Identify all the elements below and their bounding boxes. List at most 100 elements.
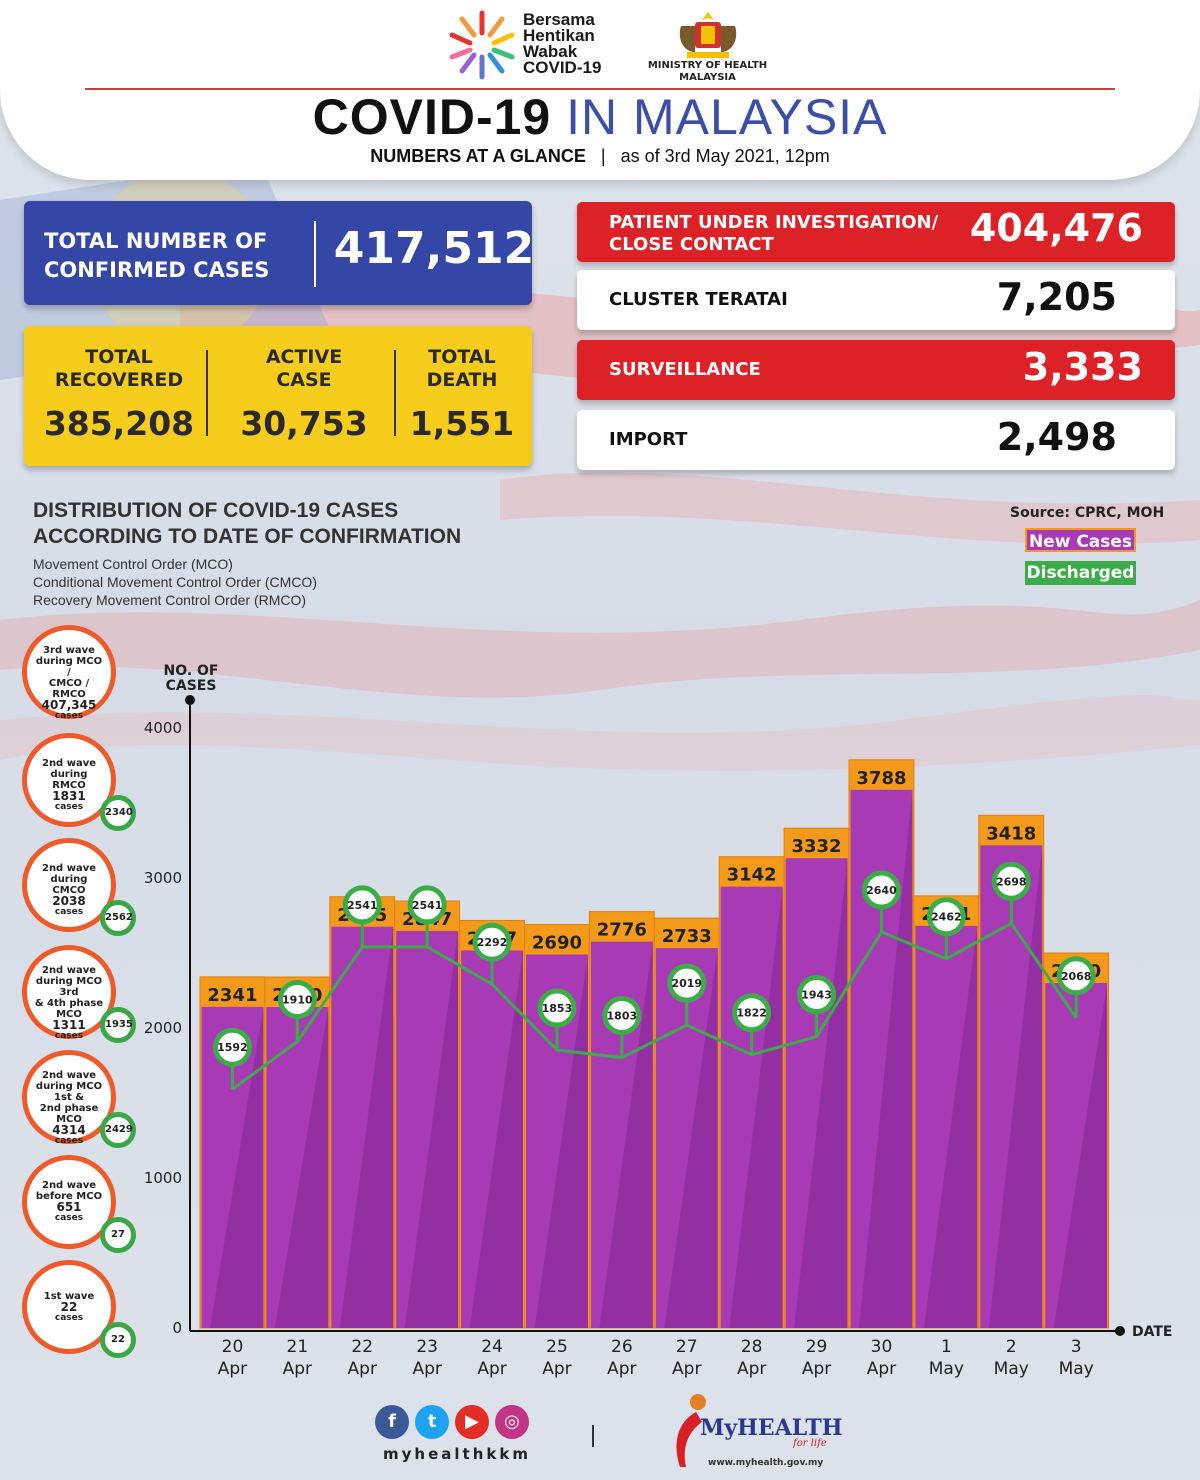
surveillance-label: SURVEILLANCE [609, 359, 761, 380]
myhealth-figure-icon [676, 1394, 706, 1467]
x-tick-day: 22 [351, 1337, 373, 1357]
discharged-point [797, 975, 837, 1015]
social-handle[interactable]: myhealthkkm [383, 1445, 531, 1463]
wave-unit: cases [54, 802, 84, 812]
campaign-logo-icon [449, 10, 515, 80]
bar-shade [729, 886, 783, 1328]
wave-discharged-badge: 2340 [100, 795, 136, 831]
x-tick-month: Apr [283, 1359, 312, 1379]
page-title: COVID-19 IN MALAYSIA [0, 88, 1200, 146]
recovered-value: 385,208 [43, 404, 195, 443]
x-tick-day: 3 [1071, 1337, 1082, 1357]
instagram-icon[interactable]: ◎ [495, 1405, 529, 1439]
y-tick-label: 2000 [144, 1019, 182, 1037]
wave-count: 651 [56, 1200, 82, 1214]
x-tick-month: May [929, 1359, 964, 1379]
card-divider [206, 350, 208, 436]
x-tick-day: 2 [1006, 1337, 1017, 1357]
discharged-point [732, 993, 772, 1033]
bar-shade [1053, 983, 1108, 1328]
pui-card: PATIENT UNDER INVESTIGATION/ CLOSE CONTA… [577, 202, 1175, 262]
subtitle-date: as of 3rd May 2021, 12pm [620, 146, 830, 166]
wave-label: 2nd wave [41, 1180, 96, 1191]
discharged-value-label: 2541 [347, 899, 378, 912]
myhealth-url[interactable]: www.myhealth.gov.my [708, 1458, 824, 1468]
subtitle-bold: NUMBERS AT A GLANCE [370, 146, 586, 166]
wave-label: during CMCO [50, 874, 88, 896]
discharged-value-label: 2640 [866, 884, 897, 897]
bar-shade [794, 858, 848, 1328]
death-value: 1,551 [409, 404, 515, 443]
discharged-value-label: 1803 [607, 1010, 638, 1023]
bar-value-label: 3788 [856, 768, 906, 789]
import-card: IMPORT 2,498 [577, 410, 1175, 470]
x-tick-day: 21 [287, 1337, 309, 1357]
x-tick-day: 25 [546, 1337, 568, 1357]
wave-label: during MCO 3rd [35, 976, 103, 998]
discharged-point [277, 980, 317, 1019]
wave-label: during RMCO [50, 769, 88, 791]
confirmed-label: TOTAL NUMBER OF CONFIRMED CASES [44, 229, 270, 282]
bar-shade [339, 926, 394, 1328]
active-value: 30,753 [240, 404, 368, 443]
pui-label: PATIENT UNDER INVESTIGATION/ CLOSE CONTA… [609, 212, 939, 255]
youtube-icon[interactable]: ▶ [455, 1405, 489, 1439]
wave-unit: cases [54, 1136, 84, 1146]
x-tick-month: Apr [672, 1359, 701, 1379]
title-dark: COVID-19 [312, 89, 552, 145]
wave-label: & 4th phase MCO [34, 998, 104, 1020]
x-tick-day: 26 [611, 1337, 633, 1357]
wave-label: 2nd wave [41, 863, 96, 874]
x-tick-month: Apr [477, 1359, 506, 1379]
wave-label: 3rd wave [43, 645, 95, 656]
bar-shade [923, 925, 978, 1328]
discharged-value-label: 1592 [217, 1041, 248, 1054]
cluster-value: 7,205 [996, 275, 1117, 319]
discharged-value-label: 2068 [1061, 970, 1092, 983]
wave-label: 2nd wave [41, 1070, 96, 1081]
bar-shade [599, 941, 653, 1328]
x-tick-month: Apr [218, 1359, 247, 1379]
wave-label: 2nd wave [41, 965, 96, 976]
x-tick-month: Apr [607, 1359, 636, 1379]
x-tick-day: 27 [676, 1337, 698, 1357]
x-tick-day: 1 [941, 1337, 952, 1357]
campaign-text: Bersama Hentikan Wabak COVID-19 [523, 10, 602, 77]
bar-value-label: 2733 [662, 926, 712, 947]
discharged-value-label: 2019 [671, 977, 702, 990]
wave-label: CMCO / RMCO [48, 678, 90, 700]
wave-count: 4314 [52, 1123, 86, 1137]
active-stat: ACTIVE CASE 30,753 [214, 346, 394, 443]
x-tick-month: Apr [412, 1359, 441, 1379]
wave-unit: cases [54, 1213, 84, 1223]
discharged-point [537, 988, 577, 1028]
wave-count: 407,345 [41, 698, 97, 712]
pui-value: 404,476 [969, 206, 1143, 250]
wave-discharged-badge: 1935 [100, 1007, 136, 1043]
death-stat: TOTAL DEATH 1,551 [402, 346, 522, 443]
wave-discharged-badge: 2429 [100, 1112, 136, 1148]
legend-discharged: Discharged [1025, 561, 1136, 585]
discharged-value-label: 1853 [542, 1002, 573, 1015]
discharged-value-label: 2698 [996, 875, 1027, 888]
bar-shade [664, 948, 718, 1328]
bar-shade [274, 1007, 329, 1328]
card-divider [314, 221, 316, 287]
facebook-icon[interactable]: f [375, 1405, 409, 1439]
x-tick-day: 24 [481, 1337, 503, 1357]
wave-label: before MCO [35, 1191, 103, 1202]
twitter-icon[interactable]: t [415, 1405, 449, 1439]
discharged-line [231, 921, 1078, 1091]
x-axis-title: DATE [1132, 1324, 1172, 1340]
subtitle-separator: | [600, 146, 606, 166]
title-blue: IN MALAYSIA [566, 89, 888, 145]
x-tick-month: Apr [867, 1359, 896, 1379]
chart-notes: Movement Control Order (MCO) Conditional… [33, 556, 317, 608]
discharged-value-label: 1910 [282, 994, 313, 1007]
discharged-point [1056, 956, 1096, 996]
bar-value-label: 3332 [791, 836, 841, 857]
discharged-value-label: 1822 [736, 1007, 767, 1020]
wave-circle: 3rd wave during MCO / CMCO / RMCO 407,345 ca… [22, 625, 116, 721]
wave-discharged-badge: 2562 [100, 900, 136, 936]
